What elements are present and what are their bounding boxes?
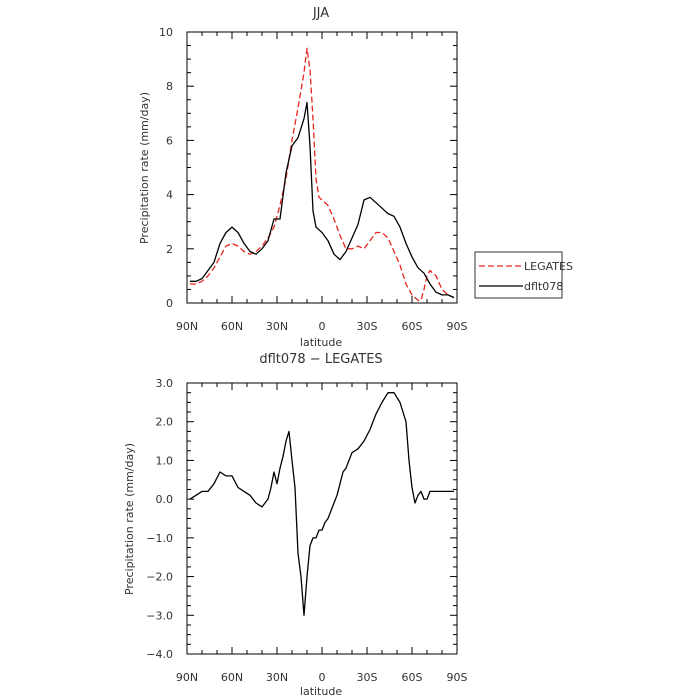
bottom-y-tick-label: −2.0 [146,571,173,584]
top-series-lines [190,47,455,301]
bottom-plot-frame [186,382,458,655]
top-x-tick-label: 60S [402,320,423,333]
bottom-chart-title: dflt078 − LEGATES [259,352,382,367]
top-plot-frame [186,31,458,304]
bottom-y-tick-label: −1.0 [146,532,173,545]
top-x-tick-label: 90N [176,320,198,333]
bottom-x-tick-label: 90N [176,671,198,684]
top-axes: 90N 60N 30N 0 30S 60S 90S 0 2 4 6 8 10 [159,26,468,333]
bottom-x-axis-label: latitude [300,685,342,698]
bottom-y-tick-label: −3.0 [146,609,173,622]
bottom-x-tick-label: 90S [447,671,468,684]
top-y-tick-label: 2 [166,243,173,256]
legend-box [474,251,563,299]
legend: LEGATES dflt078 [474,251,573,299]
top-chart-title: JJA [312,6,329,21]
bottom-y-tick-label: 0.0 [156,493,174,506]
bottom-panel: dflt078 − LEGATES 90N 60N 30N 0 30S 60S 90S −4.… [123,352,468,698]
top-y-tick-label: 10 [159,26,173,39]
top-series-line-dflt078 [190,101,455,299]
bottom-x-tick-label: 0 [319,671,326,684]
legend-label-dflt078: dflt078 [524,280,563,293]
top-y-tick-label: 4 [166,189,173,202]
bottom-series-line-difference [189,392,454,616]
bottom-axes: 90N 60N 30N 0 30S 60S 90S −4.0 −3.0 −2.0 −1.0 0.0 1.… [146,377,467,684]
top-x-tick-label: 30N [266,320,288,333]
bottom-y-tick-label: 3.0 [156,377,174,390]
top-y-tick-label: 6 [166,134,173,147]
top-y-tick-label: 8 [166,80,173,93]
top-x-tick-label: 90S [447,320,468,333]
top-x-tick-label: 0 [319,320,326,333]
bottom-y-axis-label: Precipitation rate (mm/day) [123,443,136,595]
top-series-line-legates [190,47,455,301]
legend-label-legates: LEGATES [524,260,573,273]
top-x-tick-label: 60N [221,320,243,333]
top-y-axis-label: Precipitation rate (mm/day) [138,92,151,244]
bottom-series-lines [189,392,454,616]
bottom-y-tick-label: 2.0 [156,416,174,429]
top-y-tick-label: 0 [166,297,173,310]
bottom-x-tick-label: 60S [402,671,423,684]
bottom-y-tick-label: −4.0 [146,648,173,661]
top-x-tick-label: 30S [357,320,378,333]
bottom-x-tick-label: 30N [266,671,288,684]
bottom-y-tick-label: 1.0 [156,454,174,467]
bottom-x-tick-label: 60N [221,671,243,684]
bottom-x-tick-label: 30S [357,671,378,684]
top-x-axis-label: latitude [300,336,342,349]
